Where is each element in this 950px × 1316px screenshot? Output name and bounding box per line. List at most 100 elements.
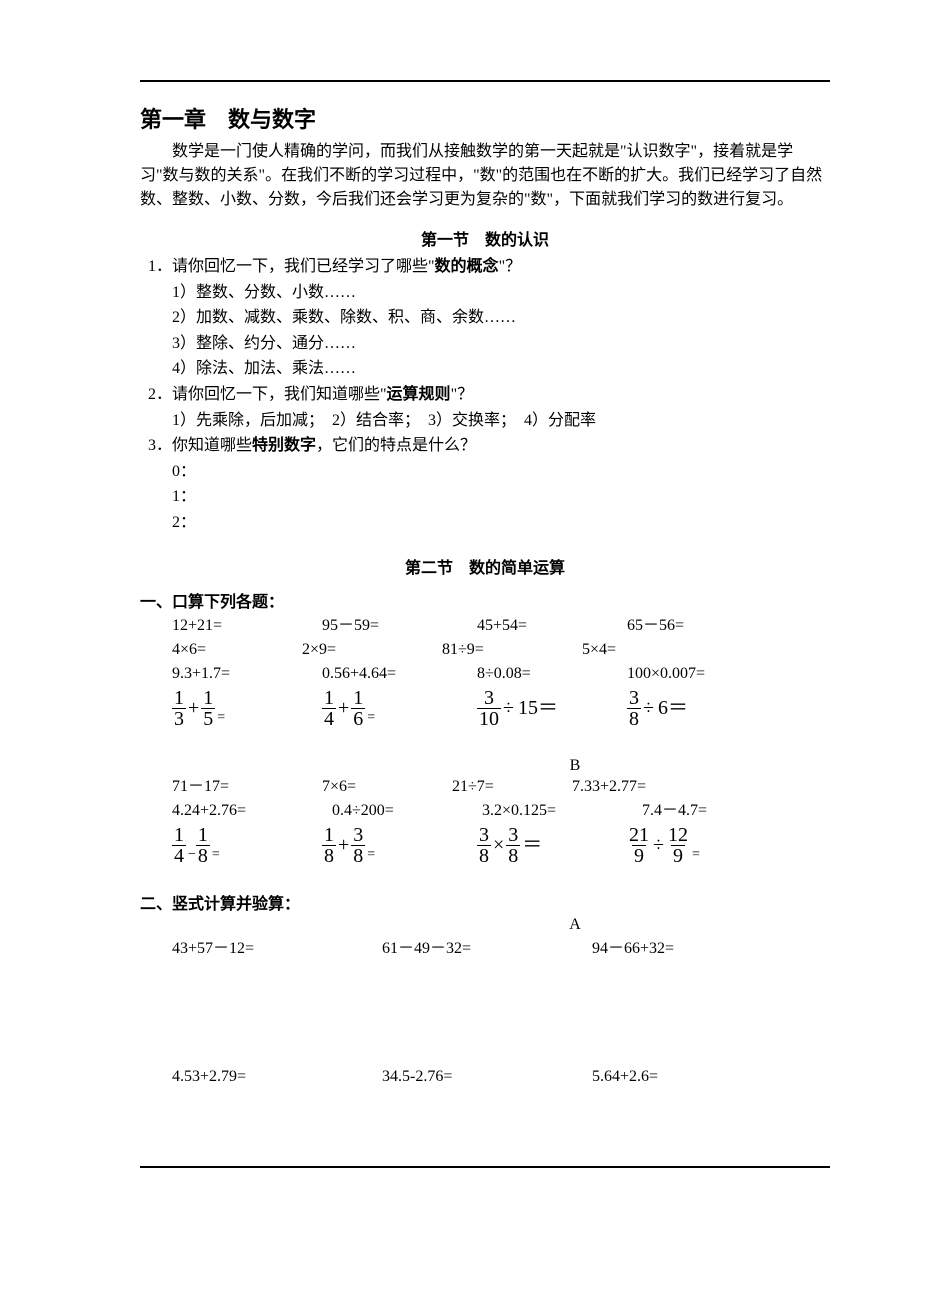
q3-item-0: 0： <box>140 459 830 485</box>
op: + <box>336 693 351 723</box>
frac-expr: 38 ÷ 6＝ <box>627 688 797 729</box>
den: 4 <box>322 708 336 729</box>
q2-pre: 2．请你回忆一下，我们知道哪些" <box>148 386 387 403</box>
q3-pre: 3．你知道哪些 <box>148 437 252 454</box>
p: 81÷9= <box>442 638 582 662</box>
q2-bold: 运算规则 <box>387 386 451 403</box>
den: 8 <box>351 845 365 866</box>
p: 7.4－4.7= <box>642 799 707 823</box>
num: 12 <box>666 825 690 845</box>
q1-item-3: 3）整除、约分、通分…… <box>140 331 830 357</box>
p: 61－49－32= <box>382 934 592 958</box>
num: 1 <box>322 825 336 845</box>
p: 8÷0.08= <box>477 662 627 686</box>
num: 1 <box>172 688 186 708</box>
den: 6 <box>351 708 365 729</box>
section-1-title: 第一节 数的认识 <box>140 226 830 250</box>
frac-expr: 13 + 15 = <box>172 688 322 729</box>
num: 3 <box>627 688 641 708</box>
section-2-title: 第二节 数的简单运算 <box>140 554 830 578</box>
frac-expr: 18 + 38 = <box>322 825 477 866</box>
p: 45+54= <box>477 614 627 638</box>
vertical-row-2: 4.53+2.79= 34.5-2.76= 5.64+2.6= <box>140 1068 830 1086</box>
num: 3 <box>506 825 520 845</box>
p: 7.33+2.77= <box>572 775 646 799</box>
num: 3 <box>477 825 491 845</box>
p: 94－66+32= <box>592 934 802 958</box>
q2-post: "？ <box>451 386 474 403</box>
q1-item-1: 1）整数、分数、小数…… <box>140 280 830 306</box>
p: 100×0.007= <box>627 662 797 686</box>
chapter-title: 第一章 数与数字 <box>140 102 830 134</box>
intro-paragraph: 数学是一门使人精确的学问，而我们从接触数学的第一天起就是"认识数字"，接着就是学… <box>140 140 830 212</box>
num: 21 <box>627 825 651 845</box>
question-2: 2．请你回忆一下，我们知道哪些"运算规则"？ <box>140 382 830 408</box>
num: 1 <box>201 688 215 708</box>
op: × <box>491 830 506 860</box>
p: 3.2×0.125= <box>482 799 642 823</box>
num: 1 <box>351 688 365 708</box>
num: 3 <box>351 825 365 845</box>
frac-expr: 14 − 18 = <box>172 825 322 866</box>
eq: = <box>215 707 225 729</box>
den: 8 <box>477 845 491 866</box>
p: 71－17= <box>172 775 322 799</box>
den: 8 <box>196 845 210 866</box>
q3-bold: 特别数字 <box>252 437 316 454</box>
vertical-row-1: 43+57－12= 61－49－32= 94－66+32= <box>140 934 830 958</box>
p: 65－56= <box>627 614 797 638</box>
p: 0.56+4.64= <box>322 662 477 686</box>
frac-expr: 14 + 16 = <box>322 688 477 729</box>
op: + <box>186 693 201 723</box>
num: 1 <box>172 825 186 845</box>
eq: = <box>210 844 220 866</box>
eq: = <box>365 707 375 729</box>
p: 0.4÷200= <box>332 799 482 823</box>
p: 21÷7= <box>452 775 572 799</box>
q3-item-2: 2： <box>140 510 830 536</box>
rhs: 6＝ <box>656 693 690 723</box>
op: + <box>336 830 351 860</box>
marker-b: B <box>320 757 830 775</box>
marker-a: A <box>320 916 830 934</box>
q3-item-1: 1： <box>140 484 830 510</box>
frac-expr: 38 × 38 ＝ <box>477 825 627 866</box>
p: 4×6= <box>172 638 302 662</box>
num: 1 <box>196 825 210 845</box>
p: 9.3+1.7= <box>172 662 322 686</box>
p: 95－59= <box>322 614 477 638</box>
p: 7×6= <box>322 775 452 799</box>
den: 9 <box>632 845 646 866</box>
page: 第一章 数与数字 数学是一门使人精确的学问，而我们从接触数学的第一天起就是"认识… <box>0 0 950 1248</box>
question-1: 1．请你回忆一下，我们已经学习了哪些"数的概念"？ <box>140 254 830 280</box>
den: 3 <box>172 708 186 729</box>
q3-post: ，它们的特点是什么？ <box>316 437 476 454</box>
mental-set-2: 71－17= 7×6= 21÷7= 7.33+2.77= 4.24+2.76= … <box>140 775 830 866</box>
p: 5×4= <box>582 638 616 662</box>
op: ÷ <box>641 693 656 723</box>
q1-bold: 数的概念 <box>435 258 499 275</box>
num: 3 <box>482 688 496 708</box>
eq: = <box>365 844 375 866</box>
p: 5.64+2.6= <box>592 1068 802 1086</box>
eq: = <box>690 844 700 866</box>
question-3: 3．你知道哪些特别数字，它们的特点是什么？ <box>140 433 830 459</box>
q2-line: 1）先乘除，后加减； 2）结合率； 3）交换率； 4）分配率 <box>140 408 830 434</box>
q1-item-2: 2）加数、减数、乘数、除数、积、商、余数…… <box>140 305 830 331</box>
workspace <box>140 958 830 1068</box>
q1-post: "？ <box>499 258 522 275</box>
top-rule <box>140 80 830 82</box>
den: 8 <box>627 708 641 729</box>
p: 4.53+2.79= <box>172 1068 382 1086</box>
num: 1 <box>322 688 336 708</box>
p: 2×9= <box>302 638 442 662</box>
p: 43+57－12= <box>172 934 382 958</box>
eq: ＝ <box>520 830 544 860</box>
op: ÷ <box>501 693 516 723</box>
den: 8 <box>506 845 520 866</box>
rhs: 15＝ <box>516 693 560 723</box>
frac-expr: 219 ÷ 129 = <box>627 825 797 866</box>
q1-pre: 1．请你回忆一下，我们已经学习了哪些" <box>148 258 435 275</box>
workspace <box>140 1086 830 1146</box>
op: − <box>186 844 196 866</box>
